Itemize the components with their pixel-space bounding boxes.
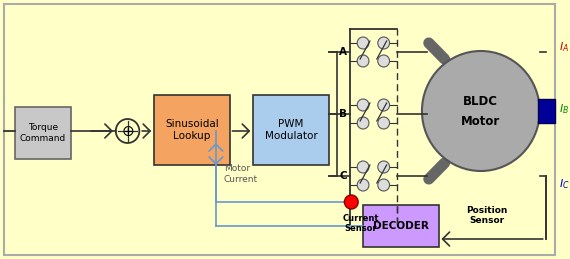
Text: A: A <box>339 47 347 57</box>
Text: Position
Sensor: Position Sensor <box>466 206 507 225</box>
Bar <box>15 107 71 159</box>
Text: $I_B$: $I_B$ <box>559 102 569 116</box>
Bar <box>154 95 230 165</box>
Circle shape <box>344 195 358 209</box>
Circle shape <box>422 51 540 171</box>
Text: Current
Sensor: Current Sensor <box>343 214 380 233</box>
Circle shape <box>378 55 389 67</box>
Circle shape <box>357 117 369 129</box>
Bar <box>363 205 439 247</box>
Bar <box>253 95 329 165</box>
Circle shape <box>357 179 369 191</box>
Circle shape <box>378 179 389 191</box>
Text: $\oplus$: $\oplus$ <box>121 124 135 139</box>
Text: Sinusoidal
Lookup: Sinusoidal Lookup <box>165 119 219 141</box>
Text: Motor: Motor <box>461 114 500 127</box>
Bar <box>538 99 555 123</box>
Circle shape <box>378 161 389 173</box>
Circle shape <box>378 117 389 129</box>
Text: DECODER: DECODER <box>373 221 429 231</box>
Text: PWM
Modulator: PWM Modulator <box>264 119 317 141</box>
Circle shape <box>357 55 369 67</box>
Circle shape <box>357 37 369 49</box>
Circle shape <box>378 99 389 111</box>
Text: B: B <box>339 109 347 119</box>
Text: Motor
Current: Motor Current <box>224 164 258 184</box>
FancyArrowPatch shape <box>429 43 445 59</box>
Circle shape <box>378 37 389 49</box>
Text: BLDC: BLDC <box>463 95 498 107</box>
Text: C: C <box>340 171 347 181</box>
Text: Torque
Command: Torque Command <box>19 123 66 143</box>
Circle shape <box>357 99 369 111</box>
Text: $I_C$: $I_C$ <box>559 177 570 191</box>
FancyArrowPatch shape <box>429 163 445 179</box>
Circle shape <box>357 161 369 173</box>
Text: $I_A$: $I_A$ <box>559 40 569 54</box>
